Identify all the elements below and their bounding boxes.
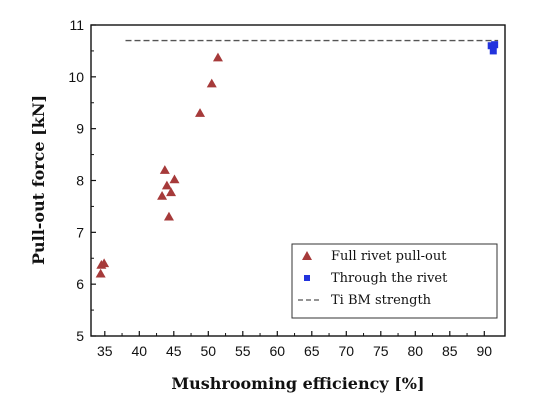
full-rivet-point — [95, 268, 106, 278]
full-rivet-point — [161, 180, 172, 190]
legend-label-through-rivet: Through the rivet — [331, 271, 448, 286]
x-tick-label: 40 — [132, 343, 148, 359]
x-tick-label: 35 — [97, 343, 113, 359]
full-rivet-point — [206, 78, 217, 88]
x-tick-label: 65 — [304, 343, 320, 359]
legend-marker-full-rivet — [302, 251, 312, 260]
x-tick-label: 45 — [166, 343, 182, 359]
full-rivet-point — [166, 187, 177, 197]
x-tick-label: 70 — [339, 343, 355, 359]
legend-box — [291, 243, 498, 319]
legend-label-full-rivet: Full rivet pull-out — [331, 249, 447, 264]
y-tick-label: 10 — [68, 69, 84, 85]
y-tick-labels: 5 6 7 8 9 10 11 — [68, 17, 84, 344]
full-rivet-point — [169, 174, 180, 184]
legend-label-ti-bm: Ti BM strength — [331, 293, 432, 308]
full-rivet-point — [99, 258, 110, 268]
x-tick-label: 75 — [373, 343, 389, 359]
x-tick-label: 55 — [235, 343, 251, 359]
x-tick-label: 85 — [442, 343, 458, 359]
x-axis-title: Mushrooming efficiency [%] — [171, 374, 424, 393]
legend: Full rivet pull-out Through the rivet Ti… — [291, 243, 498, 319]
full-rivet-point — [195, 108, 206, 117]
x-tick-label: 90 — [477, 343, 493, 359]
y-tick-label: 8 — [76, 173, 84, 189]
plot-frame — [90, 24, 506, 337]
y-tick-label: 5 — [76, 328, 84, 344]
x-tick-label: 80 — [408, 343, 424, 359]
points-layer — [95, 41, 499, 278]
x-tick-label: 50 — [201, 343, 217, 359]
through-rivet-point — [491, 41, 499, 49]
full-rivet-point — [159, 165, 170, 174]
y-axis-title: Pull-out force [kN] — [29, 95, 48, 265]
through-rivet-point — [489, 47, 497, 55]
y-tick-label: 6 — [76, 276, 84, 292]
x-tick-label: 60 — [270, 343, 286, 359]
y-tick-label: 9 — [76, 121, 84, 137]
y-tick-label: 7 — [76, 224, 84, 240]
full-rivet-point — [212, 52, 223, 62]
full-rivet-point — [163, 211, 174, 221]
legend-marker-through-rivet — [304, 275, 310, 281]
full-rivet-point — [157, 191, 168, 200]
x-tick-labels: 35 40 45 50 55 60 65 70 75 80 85 90 — [97, 343, 492, 359]
y-tick-label: 11 — [69, 17, 84, 33]
